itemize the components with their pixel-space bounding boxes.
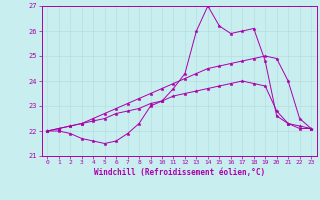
X-axis label: Windchill (Refroidissement éolien,°C): Windchill (Refroidissement éolien,°C) (94, 168, 265, 177)
